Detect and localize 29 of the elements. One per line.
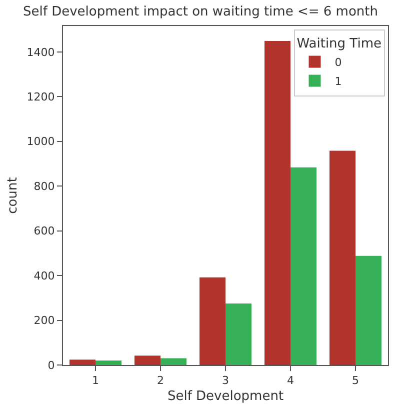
y-tick-label: 200 xyxy=(34,314,55,328)
x-axis-title: Self Development xyxy=(167,388,284,404)
bar xyxy=(264,40,290,365)
bar xyxy=(330,150,356,365)
bar xyxy=(226,304,252,365)
y-tick-label: 1200 xyxy=(26,90,55,104)
legend-label: 1 xyxy=(334,75,342,88)
x-tick-label: 5 xyxy=(352,374,359,388)
y-tick-label: 1000 xyxy=(26,135,55,148)
y-tick-label: 400 xyxy=(34,269,55,282)
bar xyxy=(160,358,186,365)
bar xyxy=(134,356,160,365)
x-tick-label: 1 xyxy=(92,374,99,388)
y-tick-label: 0 xyxy=(48,358,55,372)
y-tick-label: 1400 xyxy=(26,46,55,59)
legend-title: Waiting Time xyxy=(296,36,382,52)
chart-title: Self Development impact on waiting time <= 6 month xyxy=(23,4,378,20)
y-axis-title: count xyxy=(6,177,21,214)
bar xyxy=(356,256,382,365)
x-tick-label: 3 xyxy=(222,374,229,388)
bar xyxy=(200,277,226,365)
bar xyxy=(290,167,316,365)
bar xyxy=(70,360,96,365)
y-tick-label: 600 xyxy=(34,224,55,238)
x-tick-label: 2 xyxy=(157,374,164,388)
legend-label: 0 xyxy=(334,56,342,70)
x-tick-label: 4 xyxy=(287,374,294,388)
y-tick-label: 800 xyxy=(34,180,55,193)
bar xyxy=(96,360,122,365)
